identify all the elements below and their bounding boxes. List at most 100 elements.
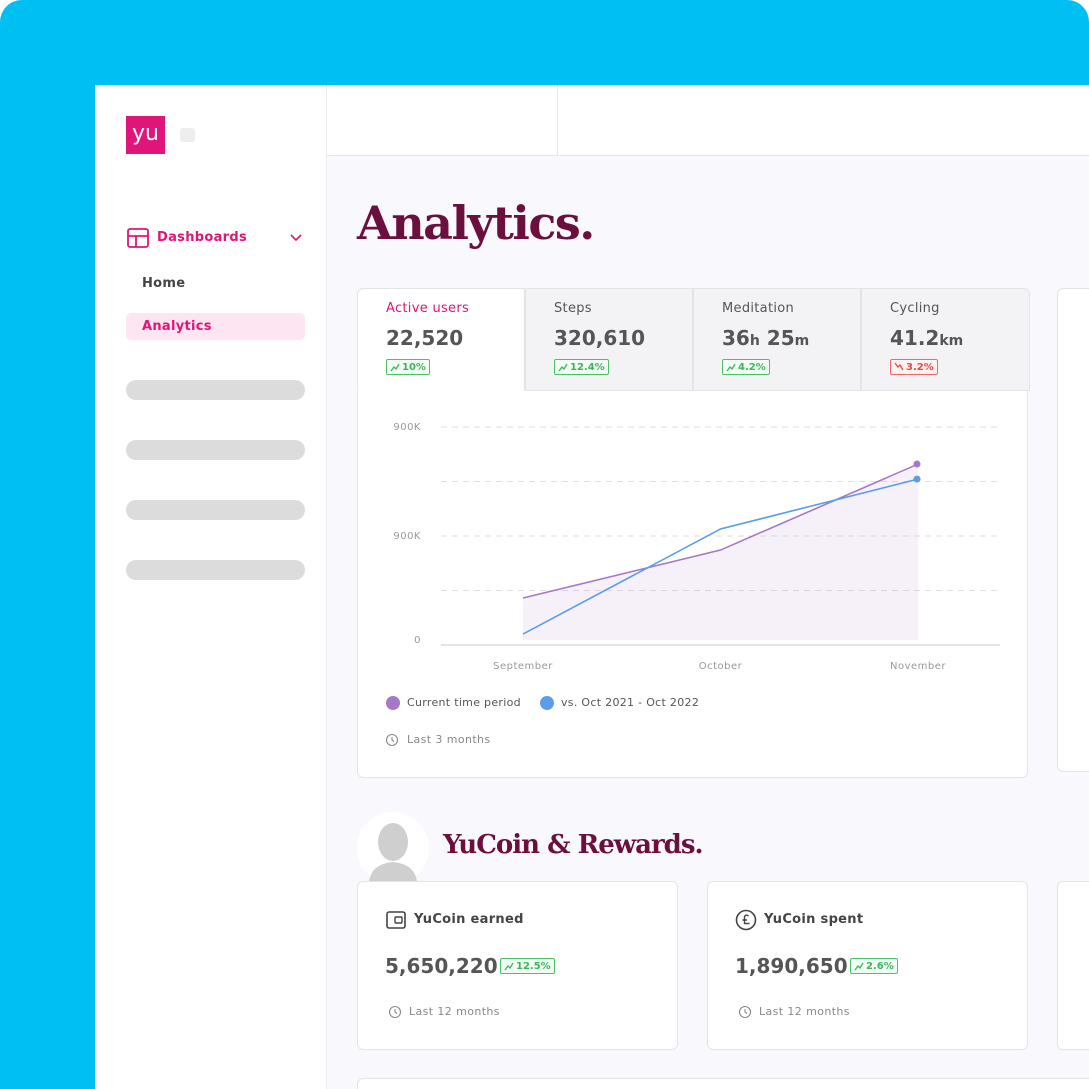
trend-icon [390, 363, 400, 372]
pound-icon [735, 909, 757, 931]
metric-value: 320,610 [554, 326, 645, 350]
trend-icon [854, 962, 864, 971]
page-title: Analytics. [357, 196, 595, 250]
wallet-icon [386, 911, 406, 929]
metric-number: 25 [759, 326, 795, 350]
clock-hands [394, 1009, 398, 1014]
placeholder [126, 440, 305, 460]
clock-hands [391, 737, 395, 742]
reward-label: YuCoin spent [764, 912, 864, 927]
trend-icon [504, 962, 514, 971]
change-value: 4.2% [738, 361, 766, 373]
line [522, 463, 919, 599]
icon-body [386, 911, 406, 929]
metric-value: 36h 25m [722, 326, 809, 350]
avatar [357, 812, 429, 884]
metric-label: Meditation [722, 301, 795, 316]
metric-label: Cycling [890, 301, 940, 316]
change-badge: 4.2% [722, 359, 770, 375]
metric-tab[interactable]: Meditation 36h 25m 4.2% [693, 288, 861, 391]
metric-value: 41.2km [890, 326, 963, 350]
change-badge: 2.6% [850, 958, 898, 974]
legend-swatch [540, 696, 554, 710]
x-tick-label: November [890, 661, 946, 672]
trend-line [390, 363, 400, 372]
metric-label: Active users [386, 301, 470, 316]
logo-dot [180, 128, 195, 142]
x-tick-label: October [699, 661, 743, 672]
clock-icon [385, 733, 399, 747]
metric-label: Steps [554, 301, 592, 316]
clock-face [738, 1005, 752, 1019]
change-value: 12.4% [570, 361, 605, 373]
reward-label: YuCoin earned [414, 912, 524, 927]
trend-line [504, 962, 514, 971]
nav-group[interactable]: Dashboards [157, 230, 248, 245]
trend-icon [558, 363, 568, 372]
dashboard-icon [127, 228, 149, 248]
icon-ring [735, 909, 757, 931]
icon-glyph [742, 914, 750, 925]
next-card [357, 1078, 1089, 1089]
change-value: 12.5% [516, 960, 551, 972]
metric-tab[interactable]: Cycling 41.2km 3.2% [861, 288, 1030, 391]
sidebar [95, 85, 327, 1089]
trend-line [854, 962, 864, 971]
clock-face [385, 733, 399, 747]
metric-number: 41.2 [890, 326, 940, 350]
clock-icon [738, 1005, 752, 1019]
placeholder [126, 560, 305, 580]
line [522, 478, 919, 635]
chevron[interactable] [289, 233, 303, 243]
footnote: Last 3 months [407, 733, 491, 746]
line-chart: 0 900K 900K September October November Current… [386, 422, 1000, 710]
metric-number: 22,520 [386, 326, 464, 350]
side-card [1057, 288, 1089, 772]
icon-clasp [394, 916, 403, 924]
x-tick-label: September [493, 661, 553, 672]
y-tick-label: 0 [414, 635, 421, 646]
trend-icon [726, 363, 736, 372]
nav-item-active[interactable]: Analytics [126, 313, 305, 340]
change-badge: 10% [386, 359, 430, 375]
trend-line [558, 363, 568, 372]
logo[interactable]: yu [126, 116, 165, 154]
metric-number: 36 [722, 326, 750, 350]
metric-unit: km [939, 333, 964, 349]
placeholder [126, 380, 305, 400]
nav-item[interactable]: Home [142, 276, 186, 291]
clock-face [388, 1005, 402, 1019]
metric-tab[interactable]: Active users 22,520 10% [357, 288, 525, 391]
reward-value: 1,890,650 [735, 954, 848, 978]
legend-label: Current time period [407, 696, 521, 709]
legend-swatch [386, 696, 400, 710]
area [523, 464, 918, 640]
y-tick-label: 900K [393, 422, 421, 433]
reward-card-partial [1057, 881, 1089, 1050]
placeholder [126, 500, 305, 520]
top-bar [327, 85, 1089, 156]
reward-period: Last 12 months [409, 1005, 500, 1018]
clock-hands [744, 1009, 748, 1014]
trend-line [894, 362, 904, 371]
change-value: 10% [402, 361, 426, 373]
avatar-silhouette [369, 823, 417, 882]
metric-tab[interactable]: Steps 320,610 12.4% [525, 288, 693, 391]
change-badge: 12.4% [554, 359, 609, 375]
section-title: YuCoin & Rewards. [443, 830, 704, 860]
metric-unit: m [794, 333, 810, 349]
reward-period: Last 12 months [759, 1005, 850, 1018]
metric-number: 320,610 [554, 326, 646, 350]
change-badge: 12.5% [500, 958, 555, 974]
metric-unit: h [749, 333, 760, 349]
change-badge: 3.2% [890, 359, 938, 375]
metric-value: 22,520 [386, 326, 463, 350]
legend-label: vs. Oct 2021 - Oct 2022 [561, 696, 699, 709]
clock-icon [388, 1005, 402, 1019]
divider [557, 85, 558, 155]
end-point [913, 475, 921, 483]
reward-value: 5,650,220 [385, 954, 498, 978]
trend-icon [894, 362, 904, 371]
y-tick-label: 900K [393, 531, 421, 542]
